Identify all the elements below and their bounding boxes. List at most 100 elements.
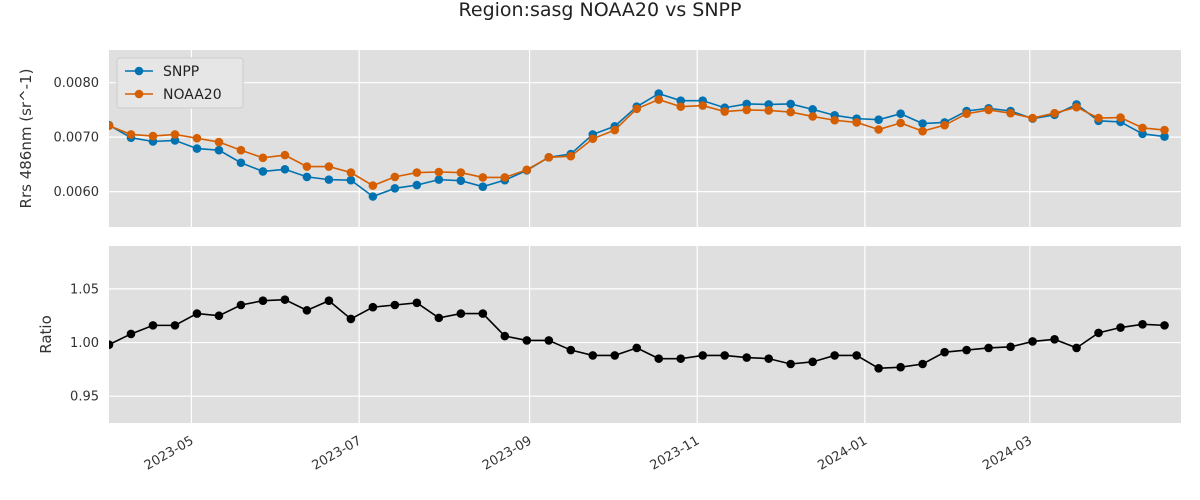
data-point bbox=[258, 296, 268, 306]
data-point bbox=[786, 99, 795, 109]
data-point bbox=[522, 165, 532, 175]
data-point bbox=[940, 120, 949, 130]
data-point bbox=[698, 351, 708, 360]
chart-title: Region:sasg NOAA20 vs SNPP bbox=[459, 0, 742, 21]
data-point bbox=[918, 126, 927, 136]
panel-2: 0.95 1.00 1.05 Ratio bbox=[37, 246, 1181, 423]
data-point bbox=[1050, 335, 1059, 344]
data-point bbox=[368, 302, 378, 312]
data-point bbox=[654, 354, 664, 363]
data-point bbox=[654, 89, 664, 98]
x-tick-label: 2023-11 bbox=[648, 433, 703, 473]
data-point bbox=[1138, 123, 1147, 133]
data-point bbox=[390, 172, 400, 182]
data-point bbox=[126, 130, 136, 139]
data-point bbox=[918, 119, 927, 128]
data-point bbox=[786, 359, 795, 369]
data-point bbox=[1028, 337, 1037, 346]
data-point bbox=[962, 109, 971, 119]
data-point bbox=[478, 173, 488, 182]
data-point bbox=[258, 167, 268, 176]
data-point bbox=[1116, 113, 1125, 122]
data-point bbox=[346, 175, 356, 185]
data-point bbox=[126, 329, 136, 339]
x-tick-label: 2024-01 bbox=[815, 433, 870, 473]
x-tick-label: 2023-09 bbox=[480, 433, 535, 473]
data-point bbox=[478, 182, 488, 191]
data-point bbox=[588, 134, 598, 144]
data-point bbox=[808, 105, 817, 114]
data-point bbox=[676, 96, 686, 105]
data-point bbox=[324, 162, 334, 171]
data-point bbox=[258, 153, 268, 163]
data-point bbox=[412, 168, 422, 177]
data-point bbox=[170, 136, 180, 145]
data-point bbox=[918, 359, 927, 369]
data-point bbox=[434, 313, 444, 323]
data-point bbox=[192, 133, 202, 143]
data-point bbox=[1094, 113, 1103, 123]
data-point bbox=[786, 107, 795, 117]
data-point bbox=[412, 180, 422, 190]
x-axis: 2023-05 2023-07 2023-09 2023-11 2024-01 2024-… bbox=[142, 433, 1035, 473]
data-point bbox=[544, 336, 554, 345]
series-noaa20 bbox=[109, 95, 1169, 190]
data-point bbox=[302, 162, 312, 171]
data-point bbox=[456, 309, 466, 318]
data-point bbox=[368, 181, 378, 190]
y-tick-label: 0.0080 bbox=[54, 76, 100, 91]
legend-swatch-marker bbox=[134, 66, 144, 76]
data-point bbox=[830, 351, 839, 360]
data-point bbox=[830, 115, 839, 125]
data-point bbox=[742, 353, 751, 362]
data-point bbox=[874, 115, 883, 125]
data-point bbox=[676, 102, 686, 111]
data-point bbox=[346, 314, 356, 324]
y-tick-label: 1.05 bbox=[70, 282, 99, 297]
data-point bbox=[962, 345, 971, 355]
x-tick-label: 2023-07 bbox=[310, 433, 365, 473]
data-point bbox=[500, 331, 510, 341]
data-point bbox=[698, 101, 708, 110]
data-point bbox=[434, 175, 444, 184]
data-point bbox=[148, 131, 158, 141]
data-point bbox=[412, 298, 422, 308]
data-point bbox=[808, 112, 817, 121]
y-axis-label: Rrs 486nm (sr^-1) bbox=[17, 69, 35, 209]
data-point bbox=[940, 347, 949, 357]
legend-swatch-marker bbox=[134, 89, 144, 99]
data-point bbox=[368, 192, 378, 201]
data-point bbox=[214, 311, 224, 321]
data-point bbox=[1160, 125, 1169, 135]
legend-entry: SNPP bbox=[163, 64, 199, 80]
data-point bbox=[214, 145, 224, 155]
data-point bbox=[522, 336, 532, 345]
legend: SNPP NOAA20 bbox=[116, 57, 244, 109]
data-point bbox=[720, 351, 730, 360]
data-point bbox=[874, 363, 883, 373]
data-point bbox=[236, 145, 246, 155]
x-tick-label: 2023-05 bbox=[142, 433, 197, 473]
data-point bbox=[302, 306, 312, 315]
data-point bbox=[588, 351, 598, 360]
y-tick-label: 0.95 bbox=[70, 390, 99, 405]
data-point bbox=[874, 125, 883, 134]
data-point bbox=[852, 118, 861, 127]
data-point bbox=[1006, 342, 1015, 352]
data-point bbox=[236, 158, 246, 168]
data-point bbox=[720, 107, 730, 116]
data-point bbox=[566, 345, 576, 355]
data-point bbox=[280, 295, 290, 304]
data-point bbox=[764, 354, 773, 363]
data-point bbox=[500, 173, 510, 182]
data-point bbox=[984, 343, 993, 353]
data-point bbox=[346, 168, 356, 177]
data-point bbox=[236, 300, 246, 310]
legend-entry: NOAA20 bbox=[163, 87, 222, 103]
data-point bbox=[1160, 321, 1169, 330]
data-point bbox=[764, 106, 773, 115]
data-point bbox=[302, 172, 312, 182]
data-point bbox=[456, 168, 466, 177]
data-point bbox=[632, 104, 642, 114]
